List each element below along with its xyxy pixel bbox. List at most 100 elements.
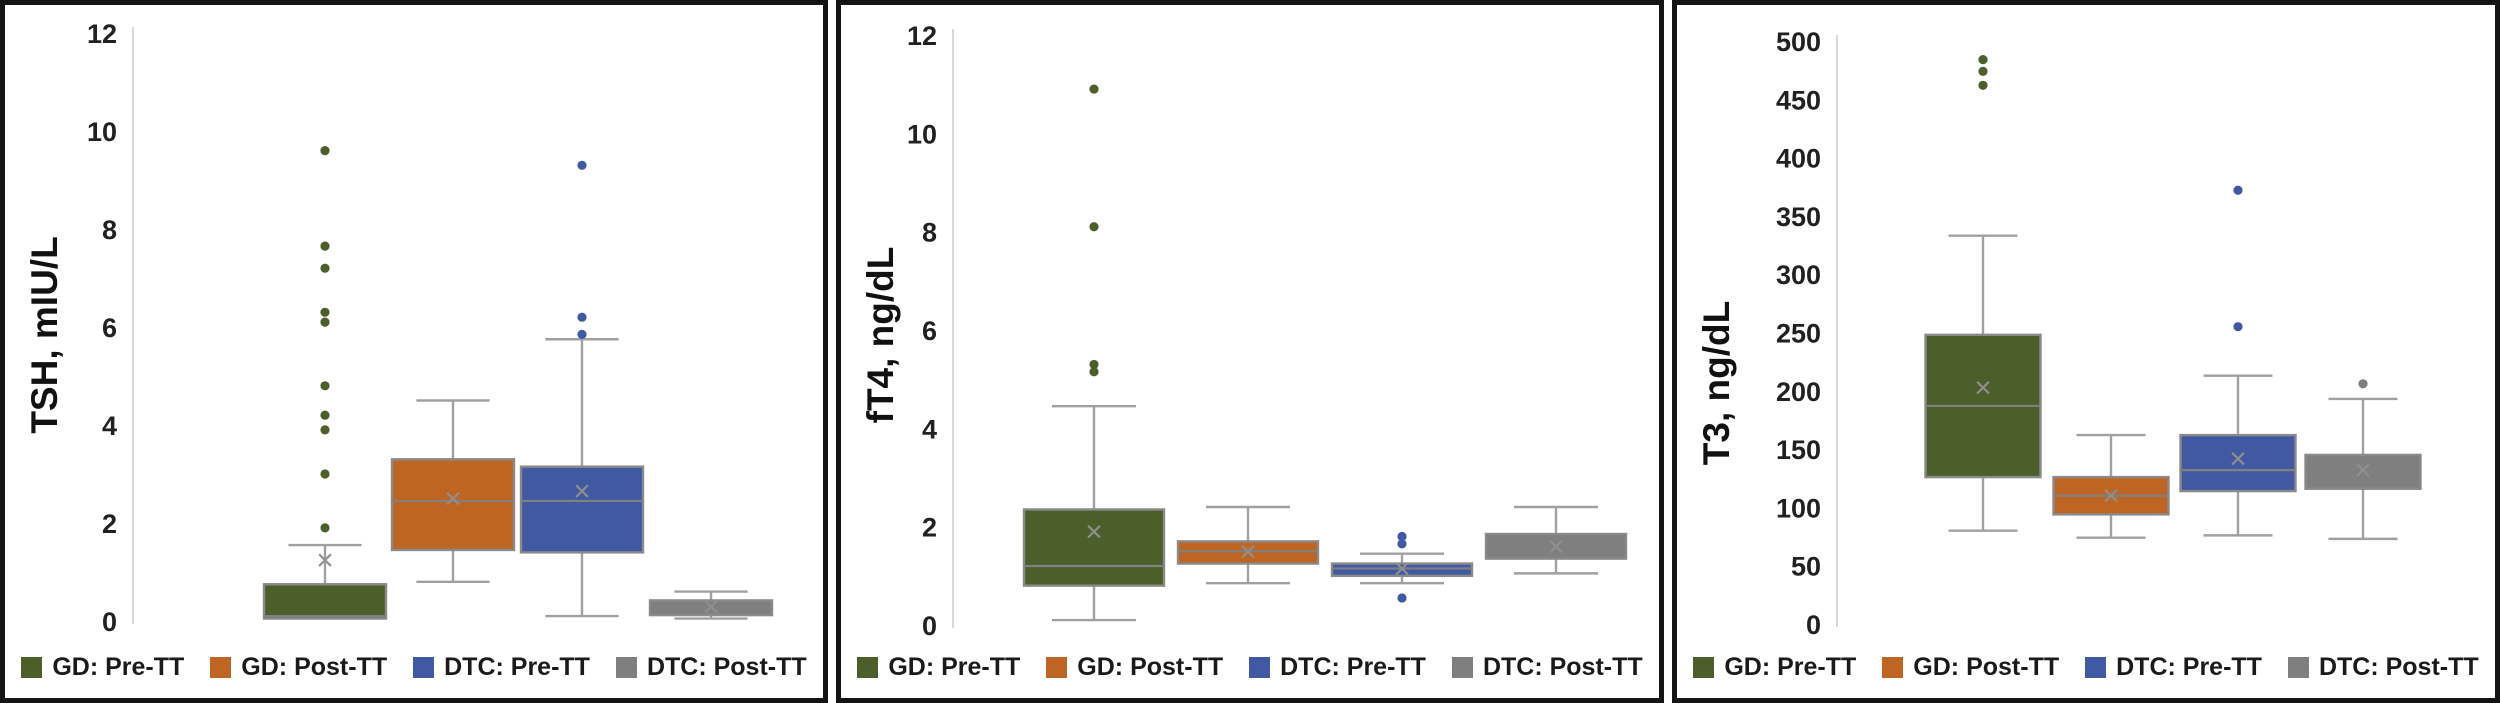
legend-swatch-gray xyxy=(1451,657,1473,678)
legend-item-dtc-pre-tt: DTC: Pre-TT xyxy=(1249,653,1426,682)
y-tick-label-8: 8 xyxy=(922,218,937,248)
legend-label: GD: Pre-TT xyxy=(888,653,1021,681)
legend-swatch-orange xyxy=(1882,657,1904,678)
outlier-dot xyxy=(1397,539,1407,549)
y-tick-label-150: 150 xyxy=(1776,435,1821,465)
outlier-dot xyxy=(577,312,587,322)
mean-marker: × xyxy=(702,590,720,623)
y-tick-label-100: 100 xyxy=(1776,493,1821,523)
legend-item-gd-post-tt: GD: Post-TT xyxy=(1046,653,1223,682)
y-tick-label-10: 10 xyxy=(907,119,937,149)
y-tick-label-12: 12 xyxy=(907,21,937,51)
legend-label: DTC: Post-TT xyxy=(1482,653,1643,681)
legend-label: DTC: Pre-TT xyxy=(1280,653,1426,681)
y-tick-label-300: 300 xyxy=(1776,260,1821,290)
y-tick-label-450: 450 xyxy=(1776,85,1821,115)
legend-label: GD: Post-TT xyxy=(1077,653,1224,681)
y-tick-label-500: 500 xyxy=(1776,27,1821,57)
legend-item-gd-post-tt: GD: Post-TT xyxy=(210,653,387,682)
legend-label: DTC: Post-TT xyxy=(2318,653,2479,681)
y-axis-title-ft4: fT4, ng/dL xyxy=(860,247,901,424)
box-dtc-pre-tt: × xyxy=(519,160,645,618)
legend-swatch-blue xyxy=(2085,657,2107,678)
y-tick-label-8: 8 xyxy=(102,215,117,245)
box-dtc-post-tt: × xyxy=(2304,379,2422,541)
outlier-dot xyxy=(320,410,330,420)
y-tick-label-6: 6 xyxy=(102,313,117,343)
y-tick-label-6: 6 xyxy=(922,316,937,346)
mean-marker: × xyxy=(444,483,462,516)
outlier-dot xyxy=(320,381,330,391)
t3-boxplot-svg: 0 50 100 150 200 250 300 350 400 450 500 T3, ng/dL ×… xyxy=(1696,27,2422,640)
y-tick-label-10: 10 xyxy=(87,117,117,147)
y-tick-label-400: 400 xyxy=(1776,144,1821,174)
box-dtc-post-tt: × xyxy=(648,590,774,623)
ft4-legend: GD: Pre-TT GD: Post-TT DTC: Pre-TT DTC: Pos… xyxy=(841,653,1659,682)
legend-label: GD: Post-TT xyxy=(1913,653,2060,681)
mean-marker: × xyxy=(2102,480,2120,513)
legend-label: DTC: Post-TT xyxy=(646,653,807,681)
box-gd-pre-tt: × xyxy=(1924,55,2042,532)
box-dtc-post-tt: × xyxy=(1484,505,1628,575)
tsh-boxplot-svg: 0 2 4 6 8 10 12 TSH, mIU/L × × × × xyxy=(24,19,774,637)
t3-chart-panel: 0 50 100 150 200 250 300 350 400 450 500 T3, ng/dL ×… xyxy=(1672,0,2500,703)
box-gd-post-tt: × xyxy=(2052,433,2170,539)
outlier-dot xyxy=(1089,359,1099,370)
legend-label: DTC: Pre-TT xyxy=(2116,653,2262,681)
legend-label: GD: Pre-TT xyxy=(1724,653,1857,681)
ft4-boxplot-svg: 0 2 4 6 8 10 12 fT4, ng/dL × × × × xyxy=(860,21,1628,641)
y-tick-label-50: 50 xyxy=(1791,552,1821,582)
outlier-dot xyxy=(320,523,330,533)
legend-swatch-blue xyxy=(413,657,435,678)
y-tick-label-0: 0 xyxy=(922,611,937,641)
outlier-dot xyxy=(320,263,330,273)
legend-item-dtc-post-tt: DTC: Post-TT xyxy=(2287,653,2479,682)
box-gd-pre-tt: × xyxy=(262,146,388,620)
outlier-dot xyxy=(320,307,330,317)
mean-marker: × xyxy=(316,544,334,577)
mean-marker: × xyxy=(573,475,591,508)
outlier-dot xyxy=(1978,80,1988,90)
mean-marker: × xyxy=(1239,535,1257,568)
legend-swatch-green xyxy=(857,657,879,678)
legend-swatch-green xyxy=(21,657,43,678)
legend-item-dtc-pre-tt: DTC: Pre-TT xyxy=(413,653,590,682)
legend-label: GD: Post-TT xyxy=(241,653,388,681)
y-tick-label-4: 4 xyxy=(102,411,117,441)
outlier-dot xyxy=(2233,322,2243,332)
legend-swatch-green xyxy=(1693,657,1715,678)
outlier-dot xyxy=(2358,379,2368,389)
iqr-box xyxy=(1022,508,1166,587)
t3-legend: GD: Pre-TT GD: Post-TT DTC: Pre-TT DTC: Pos… xyxy=(1677,653,2495,682)
box-gd-post-tt: × xyxy=(1176,505,1320,585)
iqr-box xyxy=(390,458,516,552)
y-tick-label-12: 12 xyxy=(87,19,117,49)
box-dtc-pre-tt: × xyxy=(2179,185,2297,537)
outlier-dot xyxy=(320,469,330,479)
iqr-box xyxy=(1176,540,1320,565)
legend-item-dtc-post-tt: DTC: Post-TT xyxy=(615,653,807,682)
legend-label: DTC: Pre-TT xyxy=(444,653,590,681)
iqr-box xyxy=(2179,433,2297,493)
legend-swatch-orange xyxy=(1046,657,1068,678)
legend-item-gd-pre-tt: GD: Pre-TT xyxy=(857,653,1020,682)
tsh-legend: GD: Pre-TT GD: Post-TT DTC: Pre-TT DTC: Pos… xyxy=(5,653,823,682)
mean-marker: × xyxy=(1547,530,1565,563)
iqr-box xyxy=(1484,532,1628,560)
outlier-dot xyxy=(577,329,587,339)
ft4-chart-panel: 0 2 4 6 8 10 12 fT4, ng/dL × × × × GD: Pre-TT GD: Po… xyxy=(836,0,1664,703)
tsh-chart-panel: 0 2 4 6 8 10 12 TSH, mIU/L × × × × GD: Pre-TT GD: Po… xyxy=(0,0,828,703)
y-axis-title-tsh: TSH, mIU/L xyxy=(24,236,65,433)
y-axis-title-t3: T3, ng/dL xyxy=(1696,301,1737,465)
mean-marker: × xyxy=(2354,454,2372,487)
legend-item-dtc-post-tt: DTC: Post-TT xyxy=(1451,653,1643,682)
iqr-box xyxy=(262,583,388,620)
legend-label: GD: Pre-TT xyxy=(52,653,185,681)
box-gd-pre-tt: × xyxy=(1022,84,1166,622)
legend-item-gd-pre-tt: GD: Pre-TT xyxy=(1693,653,1856,682)
y-tick-label-250: 250 xyxy=(1776,319,1821,349)
mean-marker: × xyxy=(2229,442,2247,475)
mean-marker: × xyxy=(1974,371,1992,404)
iqr-box xyxy=(519,465,645,554)
